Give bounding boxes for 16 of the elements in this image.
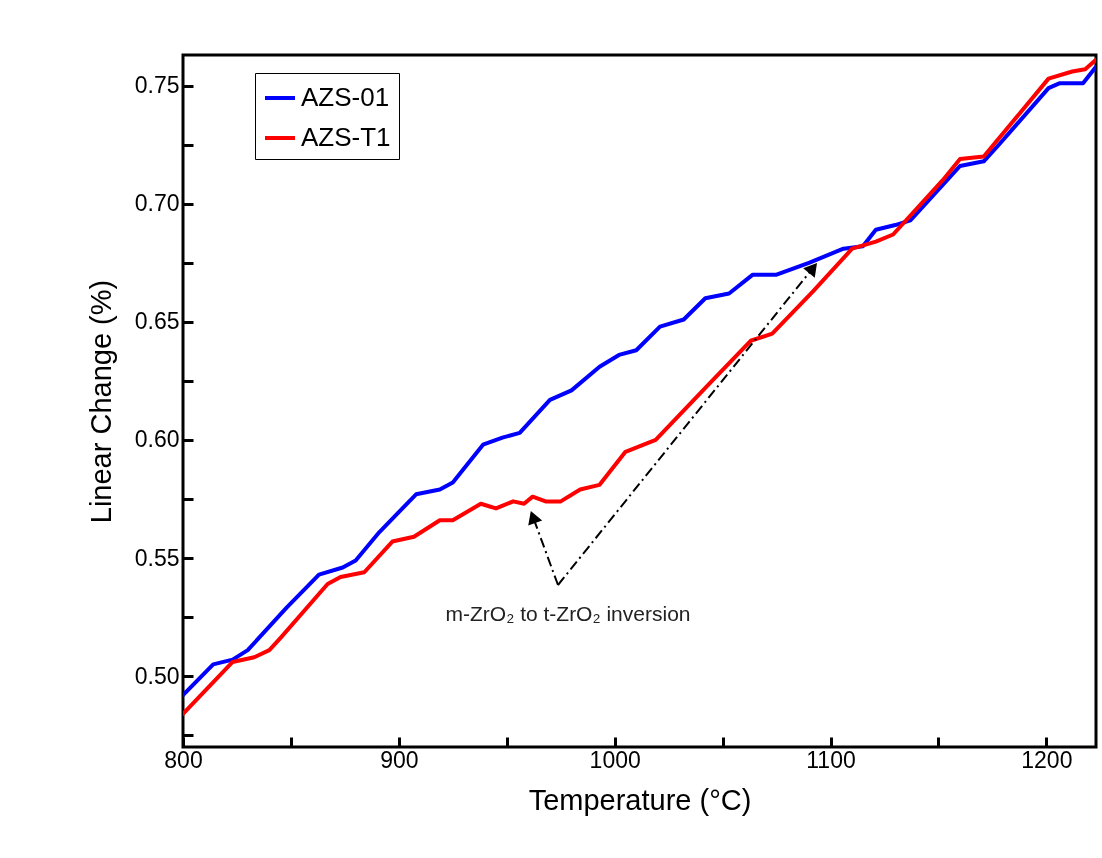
y-tick-label: 0.50 bbox=[134, 662, 180, 689]
y-tick-label: 0.60 bbox=[134, 426, 180, 453]
x-tick-label: 1000 bbox=[589, 746, 641, 773]
y-axis-title: Linear Change (%) bbox=[84, 279, 117, 524]
y-tick-label: 0.65 bbox=[134, 308, 180, 335]
x-tick-label: 800 bbox=[164, 746, 203, 773]
y-tick-label: 0.75 bbox=[134, 72, 180, 99]
y-tick-label: 0.70 bbox=[134, 190, 180, 217]
legend-label: AZS-T1 bbox=[301, 122, 391, 152]
x-tick-label: 1100 bbox=[806, 746, 856, 773]
y-tick-label: 0.55 bbox=[134, 544, 180, 571]
x-axis-title: Temperature (°C) bbox=[528, 783, 752, 816]
x-tick-label: 900 bbox=[380, 746, 419, 773]
annotation: m-ZrO₂ to t-ZrO₂ inversion bbox=[445, 602, 691, 625]
x-tick-label: 1200 bbox=[1021, 746, 1073, 773]
legend-label: AZS-01 bbox=[301, 82, 390, 112]
